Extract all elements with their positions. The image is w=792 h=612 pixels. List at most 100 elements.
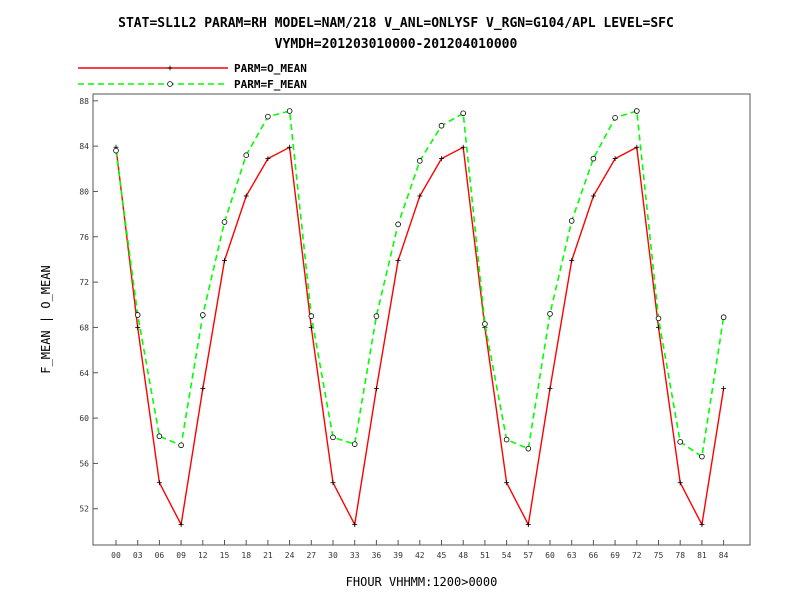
data-point [482,321,488,327]
data-point [612,114,618,121]
data-point [113,147,119,154]
y-tick-label: 88 [79,97,89,106]
data-point [699,522,705,528]
data-point [287,144,293,150]
data-point [221,219,228,225]
x-tick-label: 51 [480,551,490,560]
data-point [460,144,466,150]
data-point [721,386,727,392]
x-tick-label: 21 [263,551,273,560]
data-point [351,441,358,447]
legend-label: PARM=F_MEAN [234,78,307,91]
x-axis-label: FHOUR VHHMM:1200>0000 [346,575,498,589]
x-tick-label: 27 [306,551,316,560]
legend: PARM=O_MEAN PARM=F_MEAN [78,62,307,91]
y-tick-label: 76 [79,233,89,242]
data-point [265,156,271,162]
x-tick-label: 60 [545,551,555,560]
data-point [439,156,444,162]
data-point [438,122,445,129]
data-point [286,108,293,114]
plot-area [92,93,751,546]
x-tick-label: 84 [719,551,729,560]
data-point [416,158,423,164]
legend-label: PARM=O_MEAN [234,62,307,75]
data-point [633,108,640,114]
data-point [178,442,184,449]
x-tick-label: 78 [675,551,685,560]
data-point [590,193,596,199]
y-tick-label: 60 [79,414,89,423]
x-tick-label: 63 [567,551,577,560]
x-tick-label: 45 [437,551,447,560]
x-tick-label: 00 [111,551,121,560]
data-point [569,258,575,264]
x-tick-label: 39 [393,551,403,560]
data-point [167,65,173,71]
x-tick-label: 09 [176,551,186,560]
y-axis: 52 56 60 64 68 72 76 80 84 88 [79,97,98,514]
x-tick-label: 18 [241,551,251,560]
x-tick-label: 75 [654,551,664,560]
data-point [352,522,358,528]
series-parm-f-mean [113,108,727,460]
data-point [135,324,141,330]
x-tick-label: 12 [198,551,208,560]
x-axis: 00 03 06 09 12 15 18 21 24 27 30 33 36 39 42 45 48 51 54 57… [111,540,729,560]
data-point [200,312,206,318]
series-parm-o-mean [113,144,727,528]
y-tick-label: 72 [79,278,89,287]
y-tick-label: 52 [79,505,89,514]
data-point [265,113,271,120]
data-point [504,480,510,486]
data-point [612,156,618,162]
data-point [330,434,336,441]
data-point [373,313,380,319]
data-point [677,480,683,486]
data-point [243,193,249,199]
data-point [699,453,705,460]
x-tick-label: 48 [458,551,468,560]
data-point [308,313,315,319]
legend-entry: PARM=O_MEAN [78,62,307,75]
data-point [547,311,553,317]
y-tick-label: 68 [79,323,89,332]
y-tick-label: 84 [79,142,89,151]
data-point [655,315,662,322]
data-point [525,522,531,528]
x-tick-label: 66 [589,551,599,560]
legend-entry: PARM=F_MEAN [78,78,307,91]
chart-title: STAT=SL1L2 PARAM=RH MODEL=NAM/218 V_ANL=… [118,16,674,31]
y-tick-label: 56 [79,459,89,468]
x-tick-label: 42 [415,551,425,560]
data-point [525,445,532,452]
data-point [720,314,727,321]
y-tick-label: 80 [79,187,89,196]
data-point [568,218,575,224]
x-tick-label: 69 [610,551,620,560]
data-point [547,386,553,392]
chart-subtitle: VYMDH=201203010000-201204010000 [274,37,518,52]
series-layer [113,108,727,528]
data-point [677,439,683,445]
data-point [134,312,141,318]
data-point [373,386,379,392]
data-point [330,480,336,486]
data-point [156,433,163,440]
data-point [222,258,227,264]
data-point [460,110,467,117]
x-tick-label: 06 [155,551,165,560]
x-tick-label: 33 [350,551,360,560]
data-point [243,152,250,158]
data-point [178,522,184,528]
data-point [590,155,597,162]
data-point [503,436,510,443]
x-tick-label: 72 [632,551,642,560]
data-point [167,81,173,87]
data-point [417,193,423,199]
data-point [395,221,401,228]
data-point [395,258,401,264]
x-tick-label: 81 [697,551,707,560]
y-axis-label: F_MEAN | O_MEAN [39,265,53,373]
